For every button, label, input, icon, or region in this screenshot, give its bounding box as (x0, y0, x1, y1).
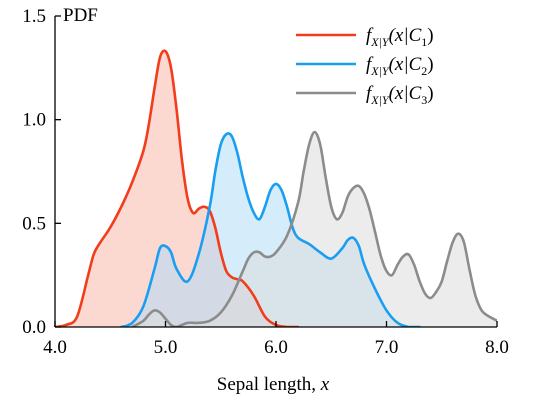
y-tick-label: 0.0 (22, 317, 46, 338)
x-tick-label: 5.0 (154, 337, 178, 358)
series-3-area (132, 132, 497, 327)
y-tick-label: 1.5 (22, 6, 46, 27)
x-tick-label: 4.0 (43, 337, 67, 358)
legend-label-2: fX|Y(x|C2) (366, 54, 434, 78)
x-axis-label-text: Sepal length, (217, 374, 321, 395)
x-axis-label: Sepal length, x (217, 374, 330, 395)
legend: fX|Y(x|C1) fX|Y(x|C2) fX|Y(x|C3) (296, 25, 434, 107)
tick-labels: 4.0 5.0 6.0 7.0 8.0 0.0 0.5 1.0 1.5 (22, 6, 509, 358)
legend-label-1: fX|Y(x|C1) (366, 25, 434, 49)
legend-label-3: fX|Y(x|C3) (366, 83, 434, 107)
x-axis-label-variable: x (320, 374, 330, 395)
series-3-line (131, 130, 497, 327)
x-tick-label: 6.0 (264, 337, 288, 358)
y-axis-label: PDF (63, 5, 98, 26)
series-1-line (53, 49, 300, 327)
y-tick-label: 0.5 (22, 213, 46, 234)
x-tick-label: 7.0 (375, 337, 399, 358)
series-lines (53, 49, 497, 327)
y-tick-label: 1.0 (22, 110, 46, 131)
series-2-line (120, 132, 421, 327)
x-tick-label: 8.0 (485, 337, 509, 358)
series-1-area (55, 50, 299, 327)
axes (54, 15, 498, 328)
series-areas (55, 50, 497, 327)
